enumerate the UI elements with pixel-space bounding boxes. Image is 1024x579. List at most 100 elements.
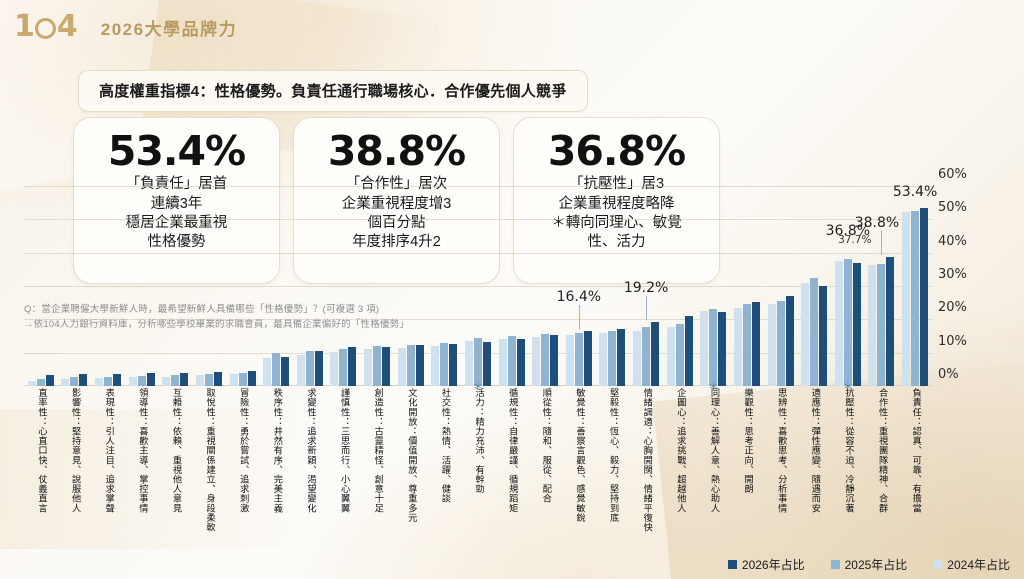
bar-2025[interactable] xyxy=(104,376,113,386)
bar-2026[interactable] xyxy=(247,370,256,386)
bar-2026[interactable] xyxy=(180,372,189,386)
bar-2026[interactable] xyxy=(79,374,88,386)
bar-group[interactable] xyxy=(91,186,125,386)
bar-group[interactable] xyxy=(58,186,92,386)
bar-2024[interactable] xyxy=(95,378,104,386)
bar-2026[interactable] xyxy=(482,342,491,386)
bar-2025[interactable] xyxy=(137,376,146,386)
bar-2026[interactable] xyxy=(113,374,122,386)
bar-2024[interactable] xyxy=(128,377,137,386)
bar-group[interactable]: 53.4% xyxy=(893,184,937,386)
bar-2025[interactable] xyxy=(574,332,583,386)
bar-group[interactable] xyxy=(125,186,159,386)
bar-2024[interactable] xyxy=(498,339,507,386)
bar-group[interactable] xyxy=(327,186,361,386)
bar-2026[interactable] xyxy=(449,344,458,386)
bar-2025[interactable] xyxy=(272,353,281,386)
bar-2024[interactable] xyxy=(666,327,675,386)
bar-group[interactable]: ＊ xyxy=(461,186,495,393)
bar-2025[interactable] xyxy=(709,309,718,386)
bar-2026[interactable] xyxy=(651,322,660,386)
bar-group[interactable] xyxy=(663,186,697,386)
bar-2025[interactable] xyxy=(877,264,886,386)
bar-2025[interactable] xyxy=(608,331,617,386)
bar-2026[interactable] xyxy=(382,347,391,386)
bar-2026[interactable] xyxy=(819,286,828,386)
bar-group[interactable] xyxy=(24,186,58,386)
bar-2024[interactable] xyxy=(700,311,709,386)
bar-2024[interactable] xyxy=(633,330,642,386)
bar-2025[interactable] xyxy=(70,377,79,386)
bar-group[interactable] xyxy=(730,186,764,386)
bar-2024[interactable] xyxy=(397,348,406,386)
bar-group[interactable] xyxy=(394,186,428,386)
bar-2026[interactable] xyxy=(583,331,592,386)
bar-group[interactable] xyxy=(596,186,630,386)
bar-2026[interactable] xyxy=(348,346,357,386)
bar-2024[interactable] xyxy=(364,349,373,386)
bar-2026[interactable] xyxy=(213,372,222,386)
bar-2025[interactable] xyxy=(171,375,180,386)
bar-group[interactable] xyxy=(495,186,529,386)
bar-group[interactable] xyxy=(764,186,798,386)
bar-2024[interactable] xyxy=(263,357,272,386)
bar-group[interactable] xyxy=(528,186,562,386)
bar-2025[interactable] xyxy=(473,337,482,386)
legend-item[interactable]: 2026年占比 xyxy=(727,556,805,573)
bar-2026[interactable] xyxy=(550,334,559,386)
bar-2025[interactable] xyxy=(776,301,785,386)
bar-2026[interactable] xyxy=(751,302,760,386)
bar-group[interactable] xyxy=(259,186,293,386)
bar-2024[interactable] xyxy=(27,381,36,386)
bar-2025[interactable] xyxy=(843,258,852,386)
bar-2026[interactable] xyxy=(718,312,727,386)
bar-2026[interactable] xyxy=(785,296,794,386)
bar-group[interactable] xyxy=(797,186,831,386)
bar-2026[interactable] xyxy=(415,345,424,386)
bar-2026[interactable] xyxy=(516,338,525,386)
bar-group[interactable] xyxy=(360,186,394,386)
bar-2026[interactable] xyxy=(314,350,323,386)
bar-2025[interactable] xyxy=(911,210,920,386)
bar-2024[interactable] xyxy=(162,376,171,386)
bar-2024[interactable] xyxy=(431,346,440,386)
bar-2024[interactable] xyxy=(902,212,911,386)
bar-2026[interactable] xyxy=(281,356,290,386)
bar-2024[interactable] xyxy=(834,260,843,386)
bar-2025[interactable] xyxy=(339,348,348,386)
bar-2024[interactable] xyxy=(229,374,238,386)
bar-2026[interactable] xyxy=(852,263,861,386)
bar-2024[interactable] xyxy=(868,264,877,386)
bar-2024[interactable] xyxy=(767,304,776,386)
bar-2026[interactable] xyxy=(146,373,155,386)
bar-2024[interactable] xyxy=(801,283,810,386)
bar-2024[interactable] xyxy=(464,341,473,386)
bar-2024[interactable] xyxy=(296,355,305,386)
bar-group[interactable]: 16.4% xyxy=(557,186,601,386)
bar-2025[interactable] xyxy=(373,346,382,386)
bar-group[interactable] xyxy=(293,186,327,386)
bar-2025[interactable] xyxy=(675,324,684,386)
bar-2025[interactable] xyxy=(742,304,751,386)
bar-2024[interactable] xyxy=(330,352,339,386)
bar-group[interactable] xyxy=(192,186,226,386)
bar-2025[interactable] xyxy=(507,336,516,386)
legend-item[interactable]: 2024年占比 xyxy=(933,556,1010,573)
bar-2024[interactable] xyxy=(599,333,608,386)
bar-group[interactable] xyxy=(428,186,462,386)
bar-group[interactable]: 38.8% 37.7% xyxy=(838,186,899,386)
bar-2026[interactable] xyxy=(684,316,693,386)
bar-group[interactable] xyxy=(226,186,260,386)
bar-2025[interactable] xyxy=(238,372,247,386)
bar-2026[interactable] xyxy=(886,256,895,386)
bar-2025[interactable] xyxy=(810,277,819,386)
bar-2026[interactable] xyxy=(920,208,929,386)
bar-2024[interactable] xyxy=(532,337,541,386)
bar-group[interactable]: ＊ 36.8% xyxy=(826,186,870,392)
bar-2026[interactable] xyxy=(617,329,626,386)
bar-2026[interactable] xyxy=(45,374,54,386)
bar-2025[interactable] xyxy=(440,342,449,386)
bar-2024[interactable] xyxy=(195,375,204,386)
legend-item[interactable]: 2025年占比 xyxy=(830,556,907,573)
bar-2025[interactable] xyxy=(204,374,213,386)
